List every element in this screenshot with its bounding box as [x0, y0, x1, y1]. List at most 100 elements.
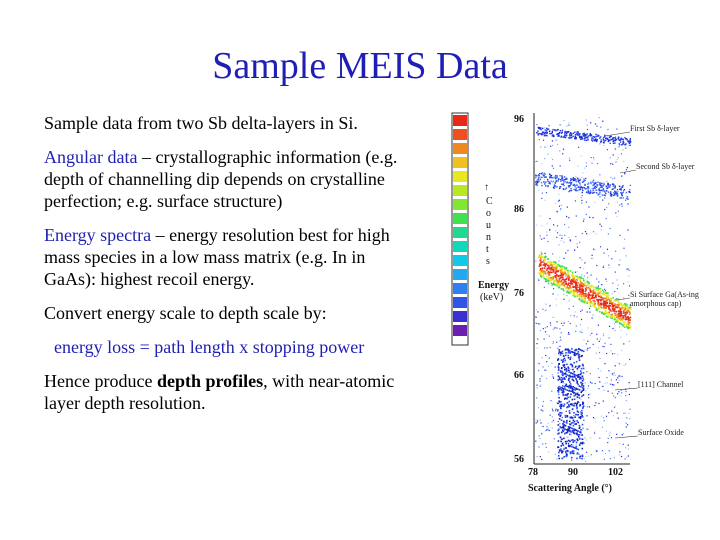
scatter-point — [573, 412, 575, 414]
scatter-point — [610, 302, 612, 305]
scatter-point — [576, 374, 579, 377]
scatter-point — [612, 415, 614, 417]
scatter-point — [536, 160, 538, 162]
scatter-point — [609, 136, 611, 138]
scatter-point — [592, 257, 594, 260]
scatter-point — [565, 383, 568, 386]
scatter-point — [573, 188, 575, 191]
scatter-point — [608, 311, 611, 313]
scatter-point — [622, 185, 624, 187]
scatter-point — [608, 264, 610, 266]
scatter-point — [621, 317, 624, 320]
scatter-point — [624, 173, 626, 175]
scatter-point — [627, 198, 629, 200]
scatter-point — [535, 316, 537, 318]
scatter-point — [544, 331, 547, 333]
scatter-point — [562, 423, 564, 425]
scatter-point — [539, 178, 541, 181]
scatter-point — [621, 349, 623, 352]
scatter-point — [543, 179, 546, 181]
scatter-point — [558, 378, 561, 380]
scatter-point — [607, 390, 609, 392]
scatter-point — [553, 135, 555, 138]
scatter-point — [561, 426, 563, 429]
scatter-point — [609, 142, 611, 144]
scatter-point — [559, 186, 561, 188]
scatter-point — [550, 174, 553, 177]
scatter-point — [579, 426, 581, 429]
scatter-point — [562, 278, 565, 281]
scatter-point — [547, 264, 549, 267]
scatter-point — [556, 133, 559, 135]
scatter-point — [611, 315, 614, 317]
scatter-point — [608, 337, 610, 339]
scatter-point — [595, 352, 597, 354]
counts-letter: t — [486, 244, 489, 255]
scatter-point — [607, 296, 610, 299]
scatter-point — [574, 291, 576, 294]
scatter-point — [577, 376, 579, 378]
scatter-point — [590, 182, 592, 185]
counts-arrow: ↑ — [484, 182, 489, 193]
scatter-point — [552, 269, 554, 271]
scatter-point — [553, 288, 555, 290]
scatter-point — [621, 305, 623, 307]
scatter-point — [568, 381, 571, 383]
scatter-point — [563, 241, 565, 243]
scatter-point — [578, 444, 581, 446]
scatter-point — [537, 323, 539, 325]
energy-spectra-text: – energy resolution best for high mass s… — [44, 225, 390, 289]
scatter-point — [579, 287, 581, 290]
scatter-point — [578, 134, 580, 136]
scatter-point — [606, 352, 608, 355]
scatter-point — [600, 307, 603, 310]
scatter-point — [583, 419, 585, 421]
scatter-point — [606, 149, 608, 151]
scatter-point — [555, 277, 558, 280]
annotation-surface-box: Si Surface Ga(As-ing amorphous cap) — [630, 290, 699, 308]
scatter-point — [596, 140, 598, 143]
scatter-point — [568, 292, 570, 294]
scatter-point — [584, 167, 586, 169]
scatter-point — [574, 376, 576, 378]
scatter-point — [550, 176, 553, 179]
scatter-point — [606, 206, 608, 208]
scatter-point — [607, 437, 609, 439]
scatter-point — [557, 294, 559, 296]
scatter-point — [571, 290, 573, 292]
scatter-point — [586, 187, 588, 190]
scatter-point — [589, 334, 591, 336]
scatter-point — [557, 455, 560, 457]
scatter-point — [616, 192, 619, 195]
scatter-point — [548, 451, 550, 453]
scatter-point — [603, 335, 605, 337]
scatter-point — [551, 131, 553, 134]
scatter-point — [575, 445, 578, 448]
scatter-point — [591, 140, 594, 142]
scatter-point — [579, 349, 582, 351]
scatter-point — [604, 304, 606, 307]
scatter-point — [586, 451, 588, 453]
scatter-point — [596, 307, 599, 309]
scatter-point — [556, 274, 558, 276]
scatter-point — [577, 350, 580, 353]
scatter-point — [578, 179, 580, 182]
scatter-point — [546, 347, 548, 349]
scatter-point — [595, 186, 598, 188]
scatter-point — [568, 405, 571, 408]
scatter-point — [579, 178, 581, 181]
scatter-point — [538, 189, 540, 191]
scatter-point — [581, 441, 584, 444]
scatter-point — [539, 255, 541, 258]
scatter-point — [581, 429, 584, 431]
scatter-point — [623, 238, 626, 240]
scatter-point — [551, 374, 553, 376]
scatter-point — [570, 363, 572, 366]
scatter-point — [558, 193, 560, 195]
scatter-point — [580, 285, 583, 287]
scatter-point — [578, 365, 581, 367]
scatter-point — [567, 273, 569, 275]
scatter-point — [618, 313, 621, 315]
scatter-point — [599, 186, 601, 189]
scatter-point — [614, 329, 616, 332]
